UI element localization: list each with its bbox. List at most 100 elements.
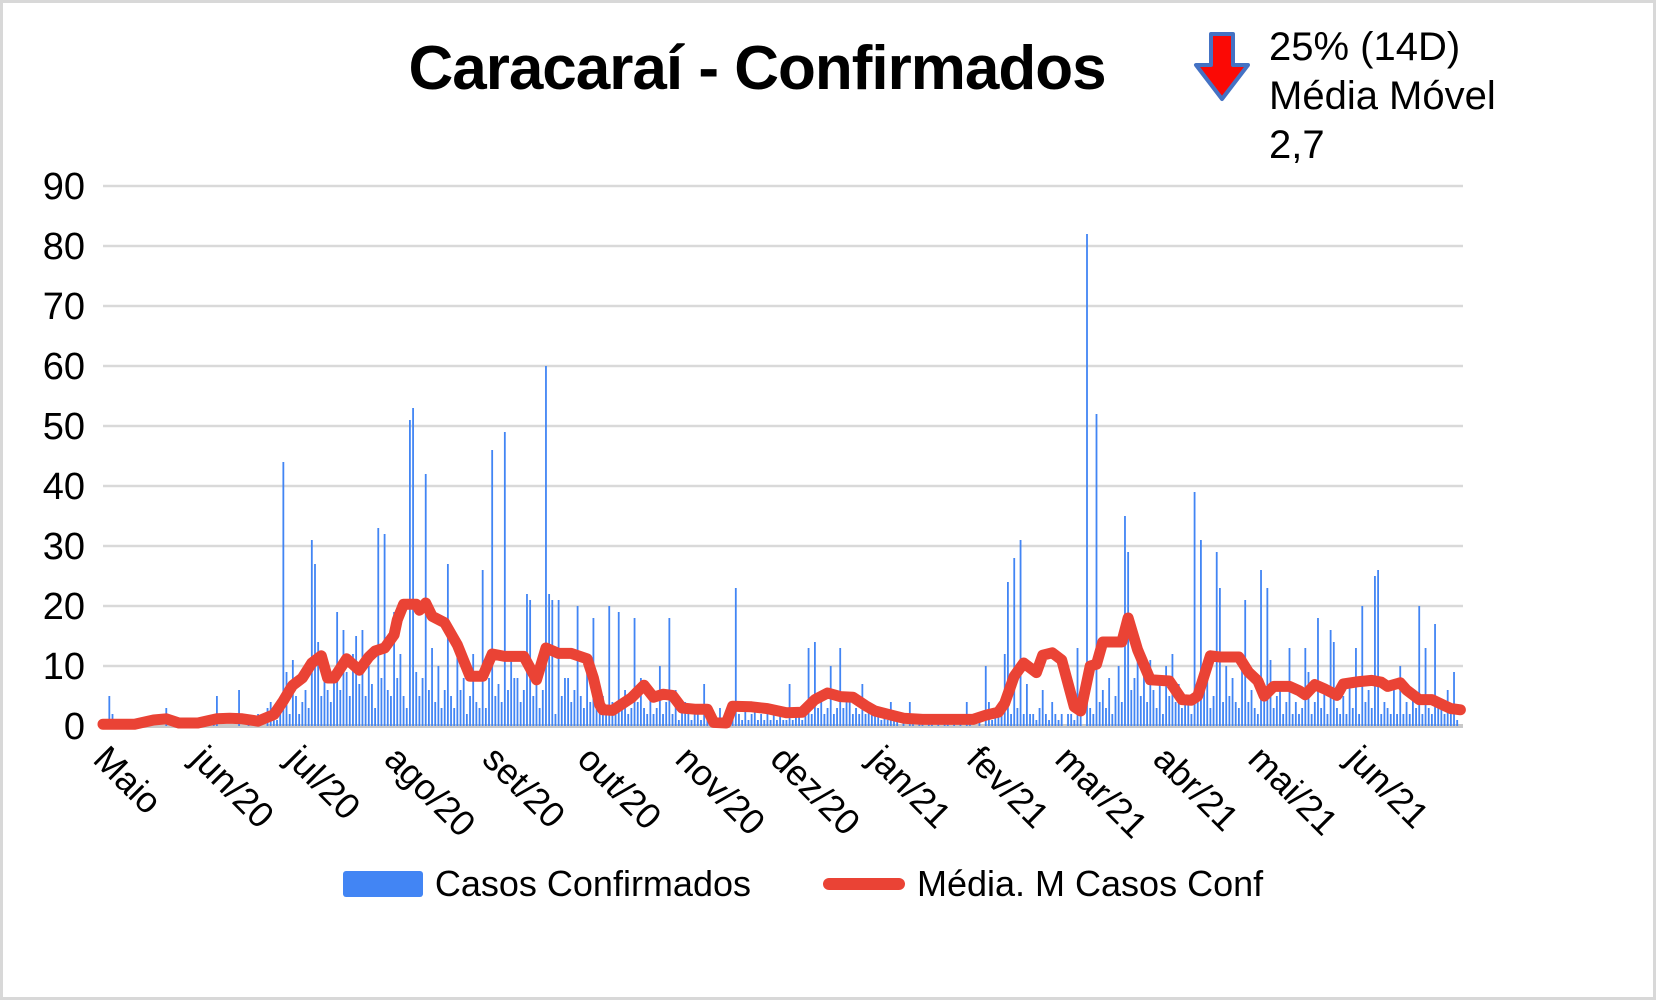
- confirmed-cases-bar: [564, 678, 566, 726]
- confirmed-cases-bar: [516, 678, 519, 726]
- x-tick-label: dez/20: [763, 738, 868, 843]
- confirmed-cases-bar: [665, 702, 668, 726]
- x-tick-label: jun/21: [1338, 737, 1437, 836]
- confirmed-cases-bar: [1098, 702, 1101, 726]
- confirmed-cases-bar: [620, 708, 623, 726]
- confirmed-cases-bar: [276, 720, 278, 726]
- confirmed-cases-bar: [1120, 702, 1123, 726]
- confirmed-cases-bar: [1298, 714, 1300, 726]
- confirmed-cases-bar: [880, 720, 883, 726]
- confirmed-cases-bar: [317, 642, 320, 726]
- confirmed-cases-bar: [1158, 678, 1161, 726]
- confirmed-cases-bar: [1041, 690, 1044, 726]
- confirmed-cases-bar: [791, 720, 794, 726]
- confirmed-cases-bar: [551, 600, 554, 726]
- confirmed-cases-bar: [1174, 702, 1177, 726]
- confirmed-cases-bar: [383, 534, 386, 726]
- confirmed-cases-bar: [1279, 690, 1281, 726]
- confirmed-cases-bar: [361, 630, 364, 726]
- confirmed-cases-bar: [826, 708, 829, 726]
- confirmed-cases-bar: [532, 696, 535, 726]
- confirmed-cases-bar: [478, 708, 481, 726]
- x-tick-label: nov/20: [668, 738, 773, 843]
- confirmed-cases-bar: [1285, 702, 1288, 726]
- confirmed-cases-bar: [399, 654, 402, 726]
- confirmed-cases-bar: [1177, 684, 1180, 726]
- confirmed-cases-bar: [500, 702, 503, 726]
- confirmed-cases-bar: [393, 612, 395, 726]
- confirmed-cases-bar: [757, 720, 759, 726]
- confirmed-cases-bar: [519, 702, 522, 726]
- confirmed-cases-bar: [1152, 690, 1155, 726]
- confirmed-cases-bar: [1396, 714, 1398, 726]
- confirmed-cases-bar: [690, 720, 693, 726]
- confirmed-cases-bar: [1453, 672, 1455, 726]
- confirmed-cases-bar: [1405, 702, 1408, 726]
- confirmed-cases-bar: [1051, 702, 1054, 726]
- confirmed-cases-bar: [655, 708, 658, 726]
- confirmed-cases-bar: [753, 708, 756, 726]
- confirmed-cases-bar: [1351, 708, 1354, 726]
- confirmed-cases-bar: [503, 432, 506, 726]
- trend-ma-value: 2,7: [1269, 123, 1325, 167]
- x-tick-label: ago/20: [377, 738, 484, 845]
- confirmed-cases-bar: [522, 690, 525, 726]
- confirmed-cases-bar: [1101, 690, 1104, 726]
- confirmed-cases-bar: [776, 720, 778, 726]
- confirmed-cases-bar: [1320, 708, 1323, 726]
- confirmed-cases-bar: [481, 570, 484, 726]
- confirmed-cases-bar: [409, 420, 411, 726]
- confirmed-cases-bar: [896, 720, 899, 726]
- confirmed-cases-bar: [643, 708, 645, 726]
- confirmed-cases-bar: [633, 618, 636, 726]
- confirmed-cases-bar: [301, 702, 304, 726]
- confirmed-cases-bar: [1076, 648, 1079, 726]
- confirmed-cases-bar: [554, 714, 557, 726]
- confirmed-cases-bar: [1393, 690, 1395, 726]
- confirmed-cases-bar: [1430, 714, 1433, 726]
- x-tick-label: jan/21: [860, 737, 959, 836]
- confirmed-cases-bar: [614, 714, 617, 726]
- confirmed-cases-bar: [1402, 714, 1405, 726]
- confirmed-cases-bar: [693, 708, 696, 726]
- confirmed-cases-bar: [855, 708, 857, 726]
- confirmed-cases-bar: [662, 714, 664, 726]
- confirmed-cases-bar: [1019, 540, 1022, 726]
- confirmed-cases-bar: [738, 714, 740, 726]
- confirmed-cases-bar: [1086, 234, 1088, 726]
- legend-item-line: Média. M Casos Conf: [822, 863, 1263, 905]
- confirmed-cases-bar: [984, 666, 987, 726]
- confirmed-cases-bar: [1310, 714, 1313, 726]
- confirmed-cases-bar: [1440, 702, 1443, 726]
- confirmed-cases-bar: [1294, 702, 1297, 726]
- y-tick-label: 20: [43, 586, 85, 628]
- x-tick-label: mai/21: [1241, 738, 1346, 843]
- confirmed-cases-bar: [1326, 714, 1329, 726]
- y-tick-label: 40: [43, 466, 85, 508]
- confirmed-cases-bar: [415, 672, 418, 726]
- confirmed-cases-bar: [1114, 696, 1117, 726]
- confirmed-cases-bar: [1339, 714, 1342, 726]
- confirmed-cases-bar: [1237, 708, 1240, 726]
- confirmed-cases-bar: [1386, 708, 1389, 726]
- y-tick-label: 10: [43, 646, 85, 688]
- confirmed-cases-bar: [1291, 714, 1294, 726]
- confirmed-cases-bar: [557, 600, 560, 726]
- confirmed-cases-bar: [583, 708, 585, 726]
- confirmed-cases-bar: [402, 696, 405, 726]
- confirmed-cases-bar: [320, 696, 323, 726]
- confirmed-cases-bar: [1025, 684, 1028, 726]
- confirmed-cases-bar: [747, 720, 750, 726]
- trend-percent: 25% (14D): [1269, 25, 1461, 69]
- confirmed-cases-bar: [339, 690, 342, 726]
- confirmed-cases-bar: [1389, 714, 1392, 726]
- confirmed-cases-bar: [874, 714, 876, 726]
- confirmed-cases-bar: [734, 588, 737, 726]
- x-tick-label: jul/20: [278, 737, 369, 828]
- confirmed-cases-bar: [804, 708, 807, 726]
- trend-ma-label: Média Móvel: [1269, 74, 1496, 118]
- chart-legend: Casos Confirmados Média. M Casos Conf: [3, 863, 1603, 905]
- bar-series-label: Casos Confirmados: [434, 863, 751, 904]
- confirmed-cases-bar: [1272, 708, 1275, 726]
- confirmed-cases-bar: [1364, 702, 1367, 726]
